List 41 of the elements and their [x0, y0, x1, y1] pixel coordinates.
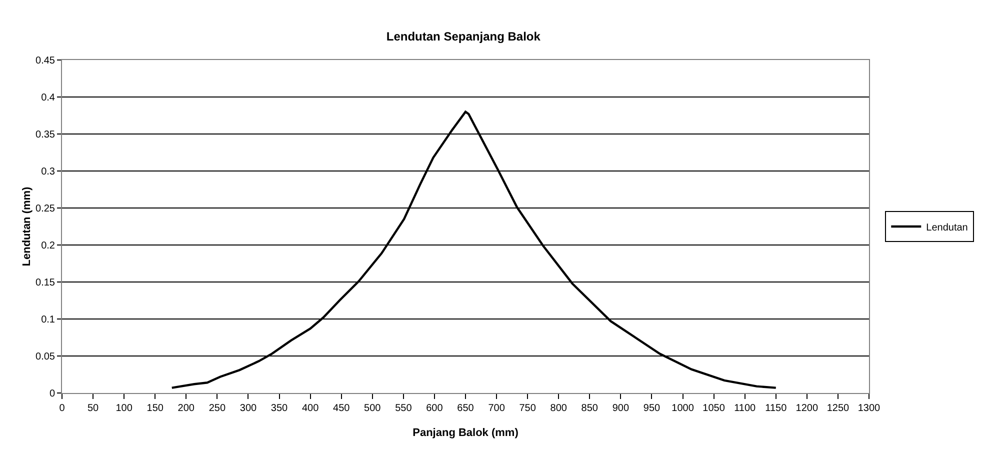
- y-tick-label: 0.1: [41, 314, 56, 326]
- x-tick-label: 1050: [702, 403, 726, 414]
- y-tick-label: 0.2: [41, 240, 56, 252]
- x-tick-label: 750: [519, 403, 536, 414]
- x-tick-label: 450: [333, 403, 350, 414]
- y-tick-label: 0.4: [41, 92, 56, 104]
- x-tick-label: 950: [643, 403, 661, 414]
- y-tick-label: 0.45: [36, 56, 56, 66]
- legend-label: Lendutan: [926, 222, 968, 234]
- x-tick-label: 350: [270, 403, 288, 414]
- x-tick-label: 1250: [826, 403, 850, 414]
- y-tick-label: 0.35: [36, 130, 56, 140]
- x-tick-label: 200: [178, 403, 195, 414]
- x-tick-label: 0: [59, 403, 66, 414]
- x-tick-label: 400: [302, 403, 320, 414]
- x-tick-label: 50: [87, 403, 100, 414]
- x-tick-label: 900: [612, 403, 630, 414]
- x-tick-label: 800: [550, 403, 568, 414]
- x-tick-label: 650: [457, 403, 474, 414]
- x-tick-label: 500: [364, 403, 382, 414]
- x-axis-title: Panjang Balok (mm): [412, 427, 519, 439]
- y-tick-label: 0.05: [36, 352, 56, 362]
- x-tick-label: 150: [146, 403, 164, 414]
- x-tick-label: 1300: [858, 403, 881, 414]
- x-tick-label: 300: [240, 403, 258, 414]
- x-tick-label: 100: [116, 403, 133, 414]
- y-tick-label: 0.3: [41, 166, 56, 178]
- x-tick-label: 250: [208, 403, 226, 414]
- x-tick-label: 1150: [765, 403, 788, 414]
- x-tick-label: 600: [426, 403, 444, 414]
- chart-title: Lendutan Sepanjang Balok: [386, 29, 541, 44]
- x-tick-label: 1000: [672, 403, 694, 414]
- x-tick-label: 550: [395, 403, 412, 414]
- y-tick-label: 0.25: [36, 204, 56, 214]
- y-tick-label: 0.15: [36, 278, 56, 288]
- x-tick-label: 1100: [734, 403, 756, 414]
- x-tick-label: 1200: [796, 403, 818, 414]
- x-tick-label: 700: [488, 403, 506, 414]
- y-tick-label: 0: [49, 388, 56, 400]
- y-axis-title: Lendutan (mm): [21, 186, 33, 266]
- x-tick-label: 850: [581, 403, 598, 414]
